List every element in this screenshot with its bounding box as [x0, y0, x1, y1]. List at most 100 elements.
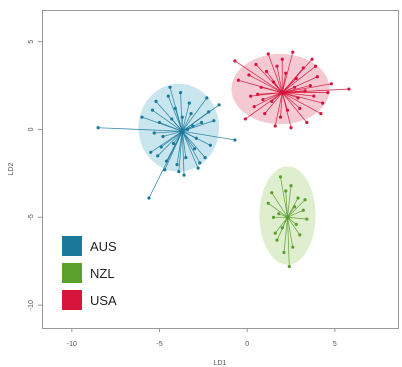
aus-spoke — [181, 131, 187, 158]
usa-spoke — [248, 74, 283, 93]
nzl-point — [287, 264, 291, 269]
aus-spoke — [161, 130, 183, 148]
aus-point — [149, 150, 153, 154]
legend-swatch-aus — [62, 236, 82, 256]
usa-point — [236, 78, 241, 82]
y-tick-label: 5 — [28, 40, 35, 44]
usa-spoke — [281, 67, 304, 93]
usa-spoke — [245, 92, 283, 120]
usa-point — [249, 94, 253, 98]
aus-point — [96, 126, 100, 130]
usa-point — [285, 108, 290, 112]
nzl-point — [271, 215, 276, 219]
usa-point — [320, 101, 325, 105]
aus-point — [157, 120, 162, 125]
usa-spoke — [282, 83, 332, 93]
usa-point — [315, 75, 319, 79]
legend-label-aus: AUS — [90, 239, 117, 254]
aus-point — [191, 124, 195, 128]
aus-point — [175, 163, 179, 167]
usa-confidence-ellipse — [231, 53, 330, 125]
usa-point — [303, 89, 307, 93]
aus-point — [173, 106, 177, 110]
legend-swatch-nzl — [62, 263, 82, 283]
aus-spoke — [164, 131, 183, 171]
nzl-point — [282, 250, 286, 255]
usa-point — [298, 106, 302, 110]
usa-spoke — [271, 92, 283, 102]
usa-spoke — [282, 92, 322, 115]
aus-point — [185, 127, 190, 132]
nzl-spoke — [287, 217, 294, 248]
nzl-point — [273, 231, 277, 235]
usa-spoke — [257, 92, 283, 95]
aus-spoke — [162, 130, 183, 137]
spokes-layer — [98, 52, 349, 267]
aus-point — [182, 173, 186, 177]
nzl-point — [278, 175, 283, 179]
aus-point — [163, 168, 167, 172]
aus-point — [180, 115, 184, 119]
usa-spoke — [282, 86, 295, 93]
aus-point — [184, 155, 188, 160]
nzl-point — [280, 226, 284, 230]
nzl-spoke — [280, 176, 288, 218]
aus-point — [166, 94, 170, 98]
aus-point — [152, 131, 156, 135]
aus-point — [171, 141, 176, 146]
legend-swatch-usa — [62, 290, 82, 310]
usa-point — [312, 94, 316, 98]
nzl-point — [303, 198, 307, 202]
aus-point — [207, 110, 211, 114]
legend: AUS NZL USA — [62, 236, 117, 310]
usa-point — [263, 112, 267, 116]
usa-point — [301, 66, 305, 70]
usa-point — [280, 57, 284, 61]
usa-point — [252, 105, 256, 109]
nzl-spoke — [287, 199, 306, 218]
nzl-spoke — [287, 209, 304, 218]
aus-spoke — [176, 131, 183, 165]
nzl-point — [266, 201, 270, 205]
aus-spoke — [181, 131, 201, 164]
x-tick-label: 0 — [245, 341, 249, 348]
usa-point — [291, 50, 295, 54]
x-tick-label: 5 — [333, 341, 337, 348]
usa-spoke — [280, 92, 283, 118]
aus-spoke — [181, 97, 208, 132]
nzl-point — [277, 212, 281, 216]
nzl-point — [270, 191, 274, 195]
aus-point — [140, 115, 144, 119]
x-axis-title: LD1 — [214, 360, 227, 367]
usa-point — [310, 57, 314, 61]
aus-point — [168, 85, 172, 89]
usa-point — [259, 85, 263, 89]
y-axis-title: LD2 — [8, 162, 15, 175]
aus-spoke — [159, 122, 183, 132]
usa-centroid — [280, 90, 285, 95]
usa-spoke — [281, 92, 288, 111]
nzl-spoke — [287, 216, 307, 220]
aus-point — [189, 112, 193, 116]
aus-spoke — [182, 130, 235, 141]
aus-point — [156, 154, 160, 158]
usa-point — [347, 87, 351, 91]
usa-point — [266, 52, 270, 56]
nzl-point — [294, 222, 298, 226]
aus-centroid — [180, 129, 185, 134]
usa-spoke — [267, 53, 283, 93]
usa-spoke — [282, 92, 314, 97]
nzl-spoke — [287, 185, 292, 218]
usa-spoke — [281, 92, 308, 123]
aus-spoke — [178, 131, 183, 172]
aus-spoke — [157, 130, 183, 157]
aus-spoke — [171, 118, 183, 132]
usa-point — [278, 115, 283, 119]
aus-spoke — [173, 130, 183, 144]
aus-point — [199, 120, 204, 125]
x-tick-label: -10 — [67, 341, 77, 348]
usa-spoke — [234, 60, 283, 93]
aus-spoke — [98, 127, 183, 132]
usa-spoke — [282, 92, 299, 99]
